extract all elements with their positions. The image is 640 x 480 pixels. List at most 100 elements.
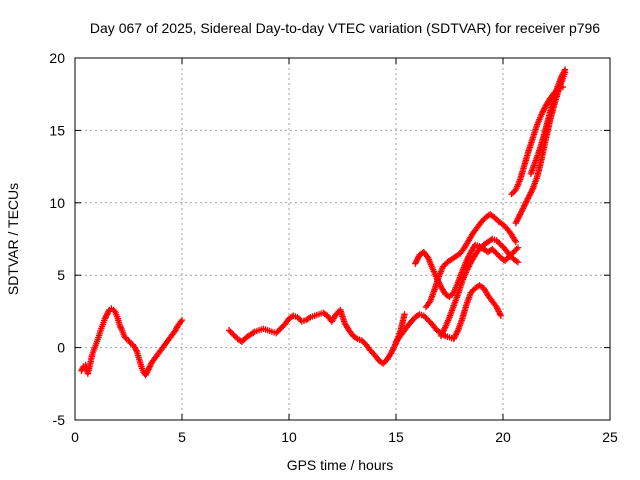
data-point [514, 258, 522, 266]
data-point [412, 258, 420, 266]
data-points [78, 66, 569, 379]
data-point [102, 313, 109, 321]
data-point [133, 347, 140, 354]
chart-title: Day 067 of 2025, Sidereal Day-to-day VTE… [90, 20, 600, 36]
data-point [493, 303, 500, 311]
y-tick-label: 0 [57, 340, 65, 356]
data-point [143, 370, 150, 377]
data-point [521, 201, 529, 208]
data-point [507, 253, 515, 260]
data-point [275, 327, 283, 334]
data-point [516, 211, 524, 218]
data-point [146, 363, 154, 370]
data-point [228, 329, 236, 337]
data-point [495, 308, 502, 315]
plot-frame [74, 57, 611, 421]
data-point [295, 315, 303, 322]
data-point [389, 345, 397, 353]
data-point [173, 325, 180, 332]
data-point [132, 345, 139, 353]
data-point [491, 214, 498, 221]
data-point [454, 328, 461, 335]
data-point [103, 312, 110, 319]
data-point [523, 198, 530, 205]
x-tick-label: 5 [178, 429, 186, 445]
data-point [559, 72, 566, 79]
data-point [277, 325, 284, 332]
data-point [423, 315, 430, 322]
data-point [388, 348, 395, 356]
data-point [496, 309, 503, 317]
data-point [499, 221, 507, 228]
data-point [105, 308, 112, 315]
data-point [272, 329, 280, 337]
data-point [557, 75, 564, 82]
data-point [439, 328, 447, 335]
data-point [104, 309, 112, 317]
data-point [467, 289, 475, 296]
data-point [513, 218, 520, 225]
data-point [501, 257, 509, 264]
data-point [367, 347, 374, 354]
data-point [381, 358, 388, 366]
data-point [520, 203, 527, 211]
data-point [559, 70, 567, 78]
data-point [439, 329, 446, 337]
data-point [413, 257, 420, 264]
data-point [118, 325, 125, 332]
data-point [491, 248, 499, 256]
data-point [438, 331, 445, 338]
data-point [446, 293, 453, 301]
data-point [178, 316, 186, 324]
data-point [479, 216, 487, 224]
data-point [510, 248, 517, 256]
data-point [560, 69, 567, 76]
data-point [521, 202, 528, 209]
data-point [297, 316, 304, 324]
data-point [526, 192, 533, 199]
data-point [528, 188, 535, 195]
data-point [294, 313, 301, 321]
data-point [506, 251, 513, 259]
data-point [529, 186, 536, 193]
data-point [424, 316, 432, 324]
data-point [389, 347, 396, 354]
data-point [358, 337, 365, 344]
y-axis-label: SDTVAR / TECUs [5, 183, 21, 295]
data-point [497, 241, 505, 248]
data-point [522, 199, 530, 206]
data-point [469, 287, 476, 295]
data-point [116, 322, 124, 330]
data-point [490, 247, 497, 254]
data-point [391, 342, 398, 350]
data-point [401, 311, 408, 318]
grid [75, 58, 610, 420]
data-point [494, 306, 502, 314]
data-point [230, 331, 237, 338]
data-point [511, 237, 519, 244]
data-point [519, 205, 527, 212]
data-point [379, 360, 387, 367]
data-point [513, 245, 520, 253]
data-point [414, 256, 421, 263]
y-tick-label: 5 [57, 267, 65, 283]
data-point [145, 366, 152, 373]
data-point [526, 190, 534, 198]
data-point [466, 251, 473, 259]
data-point [238, 338, 246, 346]
data-point [451, 334, 458, 341]
data-point [227, 328, 234, 335]
data-point [464, 266, 471, 273]
y-tick-label: 10 [49, 195, 65, 211]
data-point [511, 247, 519, 254]
data-point [513, 258, 520, 265]
data-point [541, 105, 548, 112]
data-point [441, 261, 448, 269]
data-point [101, 315, 109, 322]
data-point [145, 364, 153, 372]
data-point [494, 238, 502, 246]
data-point [561, 66, 569, 73]
data-point [250, 329, 257, 336]
y-tick-label: -5 [53, 412, 66, 428]
data-point [78, 366, 86, 373]
